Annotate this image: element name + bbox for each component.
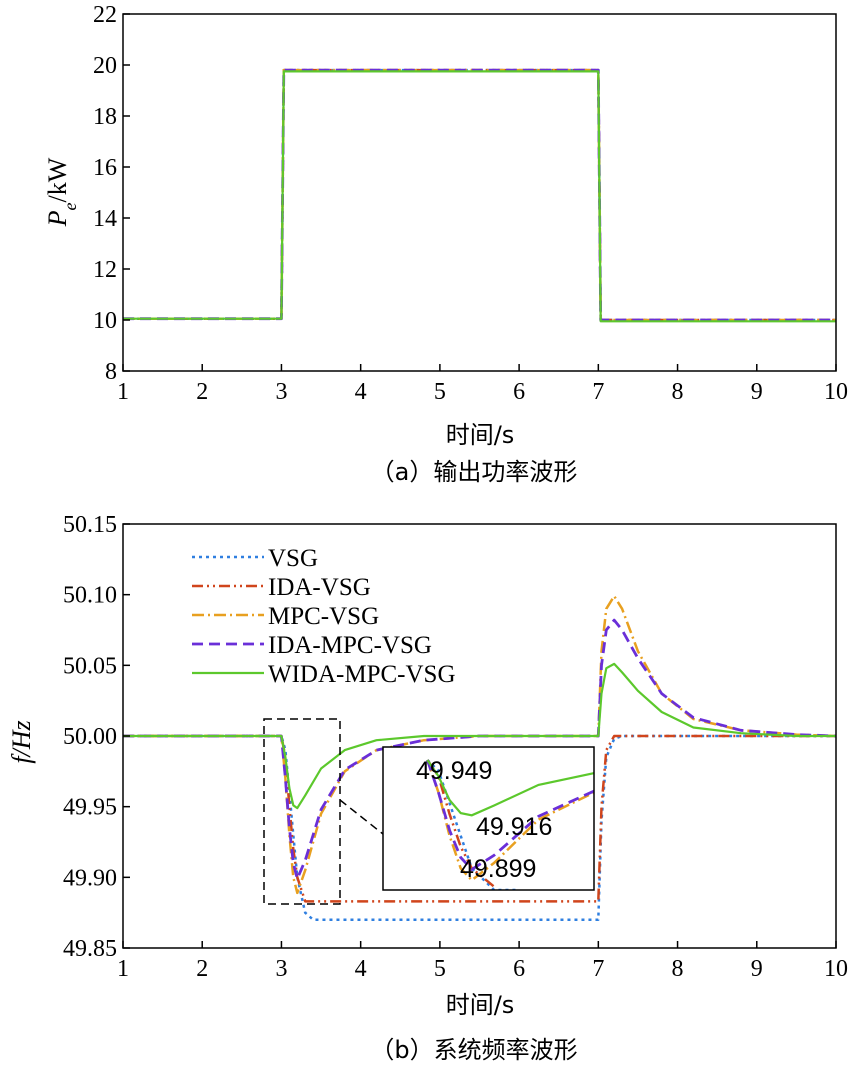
annotation-49-899: 49.899 <box>460 855 536 883</box>
panel-a-ylabel: Pe/kW <box>43 157 80 227</box>
panel-a-xtick-label: 3 <box>275 379 287 405</box>
panel-b-xtick-label: 4 <box>355 956 367 982</box>
zoom-connector <box>339 799 384 835</box>
panel-b-xtick-label: 9 <box>751 956 763 982</box>
panel-a-series-ida-mpc-vsg <box>123 68 836 322</box>
panel-a-ytick-label: 22 <box>93 2 117 28</box>
panel-b-xtick-label: 1 <box>117 956 129 982</box>
panel-a-series-ida-vsg <box>123 68 836 322</box>
inset-background <box>383 747 594 890</box>
panel-b-xlabel: 时间/s <box>446 991 515 1019</box>
panel-b-ytick-label: 50.00 <box>63 724 117 750</box>
panel-a-ytick-label: 10 <box>93 308 117 334</box>
panel-a-xtick-label: 10 <box>824 379 848 405</box>
panel-a-xtick-label: 1 <box>117 379 129 405</box>
panel-b-series-vsg <box>123 734 836 921</box>
panel-a-ytick-label: 16 <box>93 155 117 181</box>
panel-b-ytick-label: 49.95 <box>63 795 117 821</box>
panel-a-series-vsg <box>123 68 836 322</box>
panel-a-series <box>123 68 836 323</box>
panel-b-xtick-label: 6 <box>513 956 525 982</box>
panel-b-ytick-label: 50.05 <box>63 653 117 679</box>
annotation-49-916: 49.916 <box>476 813 552 841</box>
panel-a-caption: （a）输出功率波形 <box>371 458 578 486</box>
panel-b-series <box>123 594 837 921</box>
panel-b-ylabel: f/Hz <box>7 720 36 763</box>
panel-a-ytick-label: 8 <box>105 359 117 385</box>
inset-frame <box>382 746 595 891</box>
panel-a-xtick-label: 5 <box>434 379 446 405</box>
panel-a-series-wida-mpc-vsg <box>123 70 836 323</box>
annotation-49-949: 49.949 <box>416 757 492 785</box>
panel-b-ticks: 1 2 3 4 5 6 7 8 9 10 49.85 49.90 49.95 50.00 50.05 50.1… <box>63 512 848 982</box>
panel-b-xtick-label: 5 <box>434 956 446 982</box>
panel-a-ytick-label: 14 <box>93 206 117 232</box>
legend-label-ida-mpc-vsg: IDA-MPC-VSG <box>268 632 432 659</box>
panel-a-xtick-label: 8 <box>672 379 684 405</box>
panel-b-ytick-label: 49.90 <box>63 865 117 891</box>
panel-a-ytick-label: 18 <box>93 104 117 130</box>
panel-b-ytick-label: 50.15 <box>63 512 117 538</box>
legend-label-mpc-vsg: MPC-VSG <box>268 603 379 630</box>
inset: 49.949 49.916 49.899 <box>382 746 595 891</box>
panel-b-ytick-label: 50.10 <box>63 583 117 609</box>
inset-series-wida-mpc-vsg <box>426 759 594 817</box>
panel-a-xtick-label: 7 <box>592 379 604 405</box>
inset-series-vsg <box>426 759 517 890</box>
zoom-region-box <box>263 718 341 905</box>
panel-b-xtick-label: 3 <box>275 956 287 982</box>
panel-a-xtick-label: 4 <box>355 379 367 405</box>
panel-b-caption: （b）系统频率波形 <box>370 1036 577 1064</box>
panel-b-series-ida-vsg <box>123 734 836 903</box>
panel-a-xtick-label: 2 <box>196 379 208 405</box>
panel-a-ytick-label: 20 <box>93 53 117 79</box>
panel-a-xtick-label: 6 <box>513 379 525 405</box>
panel-b-series-wida-mpc-vsg <box>123 662 836 810</box>
panel-b-xtick-label: 8 <box>672 956 684 982</box>
panel-b-xtick-label: 7 <box>592 956 604 982</box>
panel-a-xlabel: 时间/s <box>446 421 515 449</box>
panel-a-series-mpc-vsg <box>123 68 836 322</box>
inset-series-ida-mpc-vsg <box>426 759 594 872</box>
panel-b-ytick-label: 49.85 <box>63 936 117 962</box>
panel-b: 1 2 3 4 5 6 7 8 9 10 49.85 49.90 49.95 50.00 50.05 50.1… <box>7 512 848 1064</box>
panel-b-xtick-label: 10 <box>824 956 848 982</box>
panel-b-xtick-label: 2 <box>196 956 208 982</box>
legend-label-wida-mpc-vsg: WIDA-MPC-VSG <box>268 661 456 688</box>
panel-a-xtick-label: 9 <box>751 379 763 405</box>
panel-a-frame <box>122 13 837 372</box>
inset-series-mpc-vsg <box>426 759 594 882</box>
legend-label-ida-vsg: IDA-VSG <box>268 574 371 601</box>
legend-label-vsg: VSG <box>268 545 318 572</box>
inset-series <box>426 759 594 890</box>
panel-a-ytick-label: 12 <box>93 257 117 283</box>
